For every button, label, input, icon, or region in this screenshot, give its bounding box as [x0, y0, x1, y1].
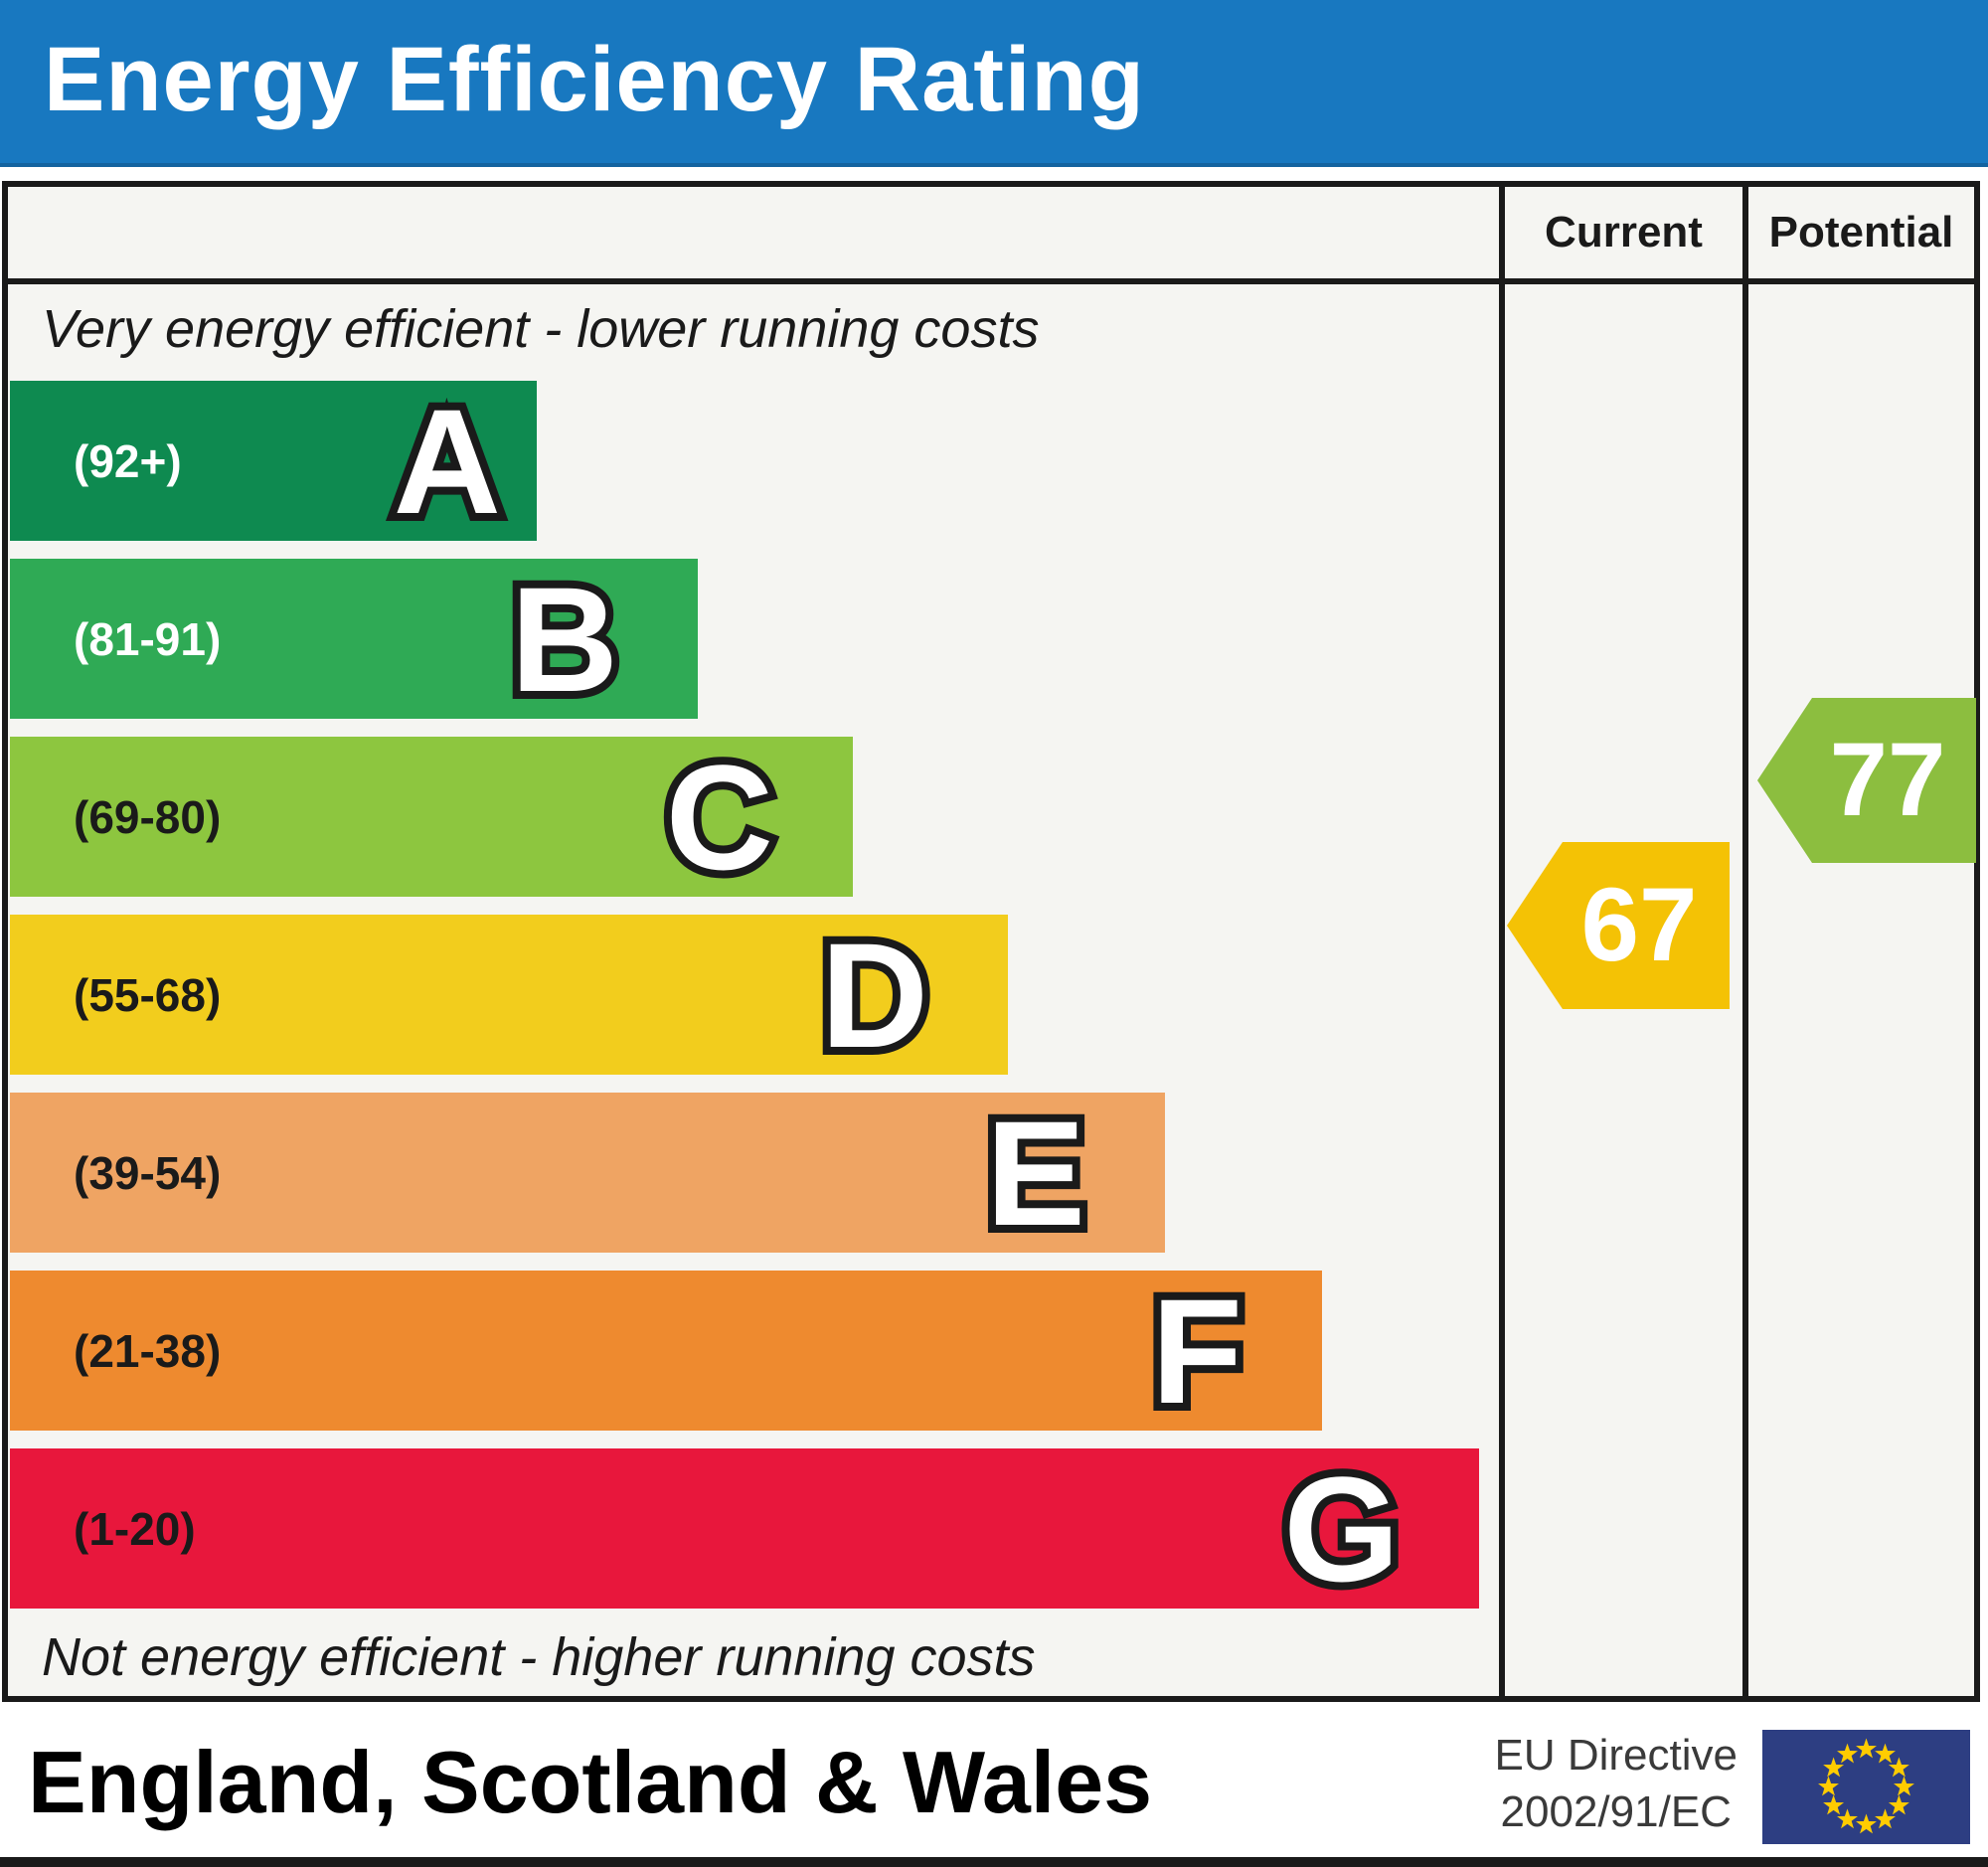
potential-column-divider — [1742, 187, 1748, 1696]
potential-rating-arrow: 77 — [1757, 698, 1976, 863]
eu-flag-icon — [1762, 1730, 1970, 1844]
current-column-divider — [1499, 187, 1505, 1696]
region-label: England, Scotland & Wales — [28, 1733, 1153, 1831]
band-letter: D — [821, 921, 929, 1070]
potential-column-header: Potential — [1768, 208, 1954, 256]
potential-rating-value: 77 — [1829, 722, 1946, 838]
table-header-row: Current Potential — [8, 187, 1974, 284]
eu-directive-line2: 2002/91/EC — [1500, 1787, 1732, 1836]
band-range-label: (21-38) — [74, 1324, 222, 1377]
current-rating-arrow: 67 — [1507, 842, 1730, 1009]
band-letter: B — [511, 565, 619, 714]
band-letter: G — [1283, 1454, 1400, 1604]
bottom-border — [0, 1857, 1988, 1867]
footer: England, Scotland & Wales EU Directive 2… — [0, 1707, 1988, 1857]
band-range-label: (69-80) — [74, 790, 222, 843]
band-b: (81-91) B — [10, 559, 698, 719]
band-range-label: (39-54) — [74, 1146, 222, 1199]
band-f: (21-38) F — [10, 1271, 1322, 1431]
band-a: (92+) A — [10, 381, 537, 541]
bottom-note: Not energy efficient - higher running co… — [42, 1627, 1036, 1687]
band-range-label: (1-20) — [74, 1502, 196, 1555]
band-d: (55-68) D — [10, 915, 1008, 1075]
band-g: (1-20) G — [10, 1448, 1479, 1609]
eu-directive-label: EU Directive 2002/91/EC — [1495, 1727, 1739, 1840]
band-range-label: (92+) — [74, 434, 182, 487]
band-letter: C — [666, 743, 774, 892]
current-column-header: Current — [1545, 208, 1703, 256]
band-letter: E — [986, 1099, 1085, 1248]
band-letter: A — [394, 387, 502, 536]
band-range-label: (55-68) — [74, 968, 222, 1021]
page-title: Energy Efficiency Rating — [44, 29, 1145, 130]
title-banner: Energy Efficiency Rating — [0, 0, 1988, 167]
band-e: (39-54) E — [10, 1093, 1165, 1253]
band-letter: F — [1151, 1276, 1242, 1426]
current-rating-value: 67 — [1580, 867, 1698, 983]
rating-table: Current Potential Very energy efficient … — [2, 181, 1980, 1702]
top-note: Very energy efficient - lower running co… — [42, 299, 1040, 359]
band-c: (69-80) C — [10, 737, 853, 897]
band-range-label: (81-91) — [74, 612, 222, 665]
eu-directive-line1: EU Directive — [1494, 1731, 1739, 1780]
